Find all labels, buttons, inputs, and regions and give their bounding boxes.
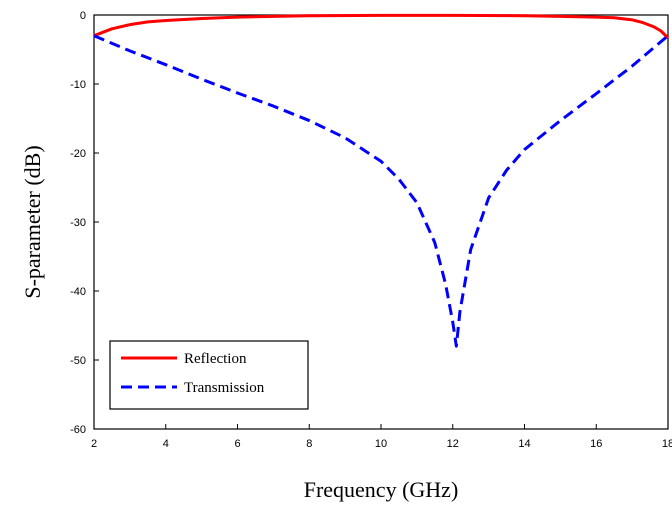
x-tick-label: 2 (91, 438, 97, 450)
x-tick-label: 18 (662, 438, 672, 450)
legend: Reflection Transmission (109, 340, 309, 410)
x-tick-label: 14 (518, 438, 530, 450)
y-tick-label: 0 (80, 10, 86, 22)
x-axis-ticks: 2 4 6 8 10 12 14 16 18 (91, 424, 672, 450)
legend-box (109, 340, 309, 410)
y-tick-label: -30 (70, 217, 86, 229)
x-tick-label: 4 (163, 438, 169, 450)
x-tick-label: 12 (447, 438, 459, 450)
x-tick-label: 8 (306, 438, 312, 450)
x-tick-label: 16 (590, 438, 602, 450)
y-tick-label: -50 (70, 355, 86, 367)
y-axis-title: S-parameter (dB) (20, 145, 45, 298)
y-tick-label: -60 (70, 424, 86, 436)
y-tick-label: -20 (70, 148, 86, 160)
y-tick-label: -40 (70, 286, 86, 298)
series-line-transmission (93, 34, 669, 348)
y-tick-label: -10 (70, 79, 86, 91)
series-layer (93, 13, 670, 348)
legend-label-reflection: Reflection (184, 351, 247, 367)
x-tick-label: 6 (234, 438, 240, 450)
y-axis-ticks: 0 -10 -20 -30 -40 -50 -60 (70, 10, 99, 436)
x-axis-title: Frequency (GHz) (304, 477, 459, 502)
x-tick-label: 10 (375, 438, 387, 450)
legend-label-transmission: Transmission (184, 380, 265, 396)
series-line-reflection (93, 13, 670, 39)
